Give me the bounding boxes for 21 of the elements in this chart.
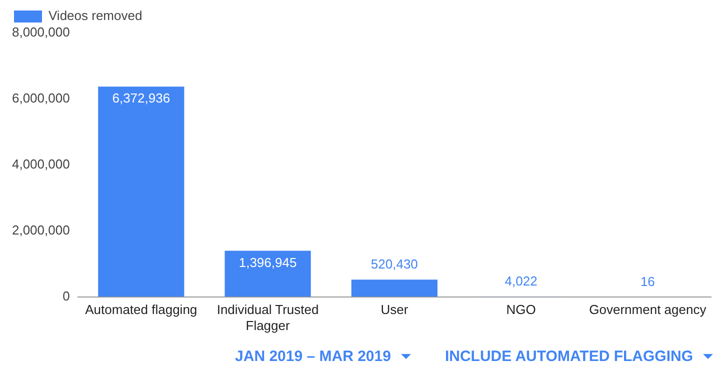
x-tick-label: NGO [506, 302, 536, 318]
legend-label: Videos removed [48, 8, 142, 24]
y-tick-label: 2,000,000 [12, 222, 70, 238]
text: INCLUDE AUTOMATED FLAGGING [444, 348, 693, 365]
y-tick-label: 8,000,000 [12, 24, 70, 40]
text: JAN 2019 – MAR 2019 [235, 348, 391, 365]
y-tick-label: 6,000,000 [12, 90, 70, 106]
y-tick-label: 0 [62, 288, 70, 304]
bar [224, 250, 311, 297]
x-tick-label: Individual Trusted Flagger [216, 302, 319, 333]
data-label: 4,022 [504, 274, 538, 289]
x-tick-label: Government agency [589, 302, 707, 318]
y-tick-label: 4,000,000 [12, 156, 70, 172]
data-label: 16 [640, 274, 655, 289]
x-tick-label: Automated flagging [85, 302, 198, 318]
data-label: 1,396,945 [238, 254, 297, 270]
data-label: 520,430 [370, 256, 418, 272]
x-tick-label: User [380, 302, 409, 318]
bar [98, 86, 184, 297]
data-label: 6,372,936 [112, 90, 170, 106]
bar [351, 280, 438, 297]
